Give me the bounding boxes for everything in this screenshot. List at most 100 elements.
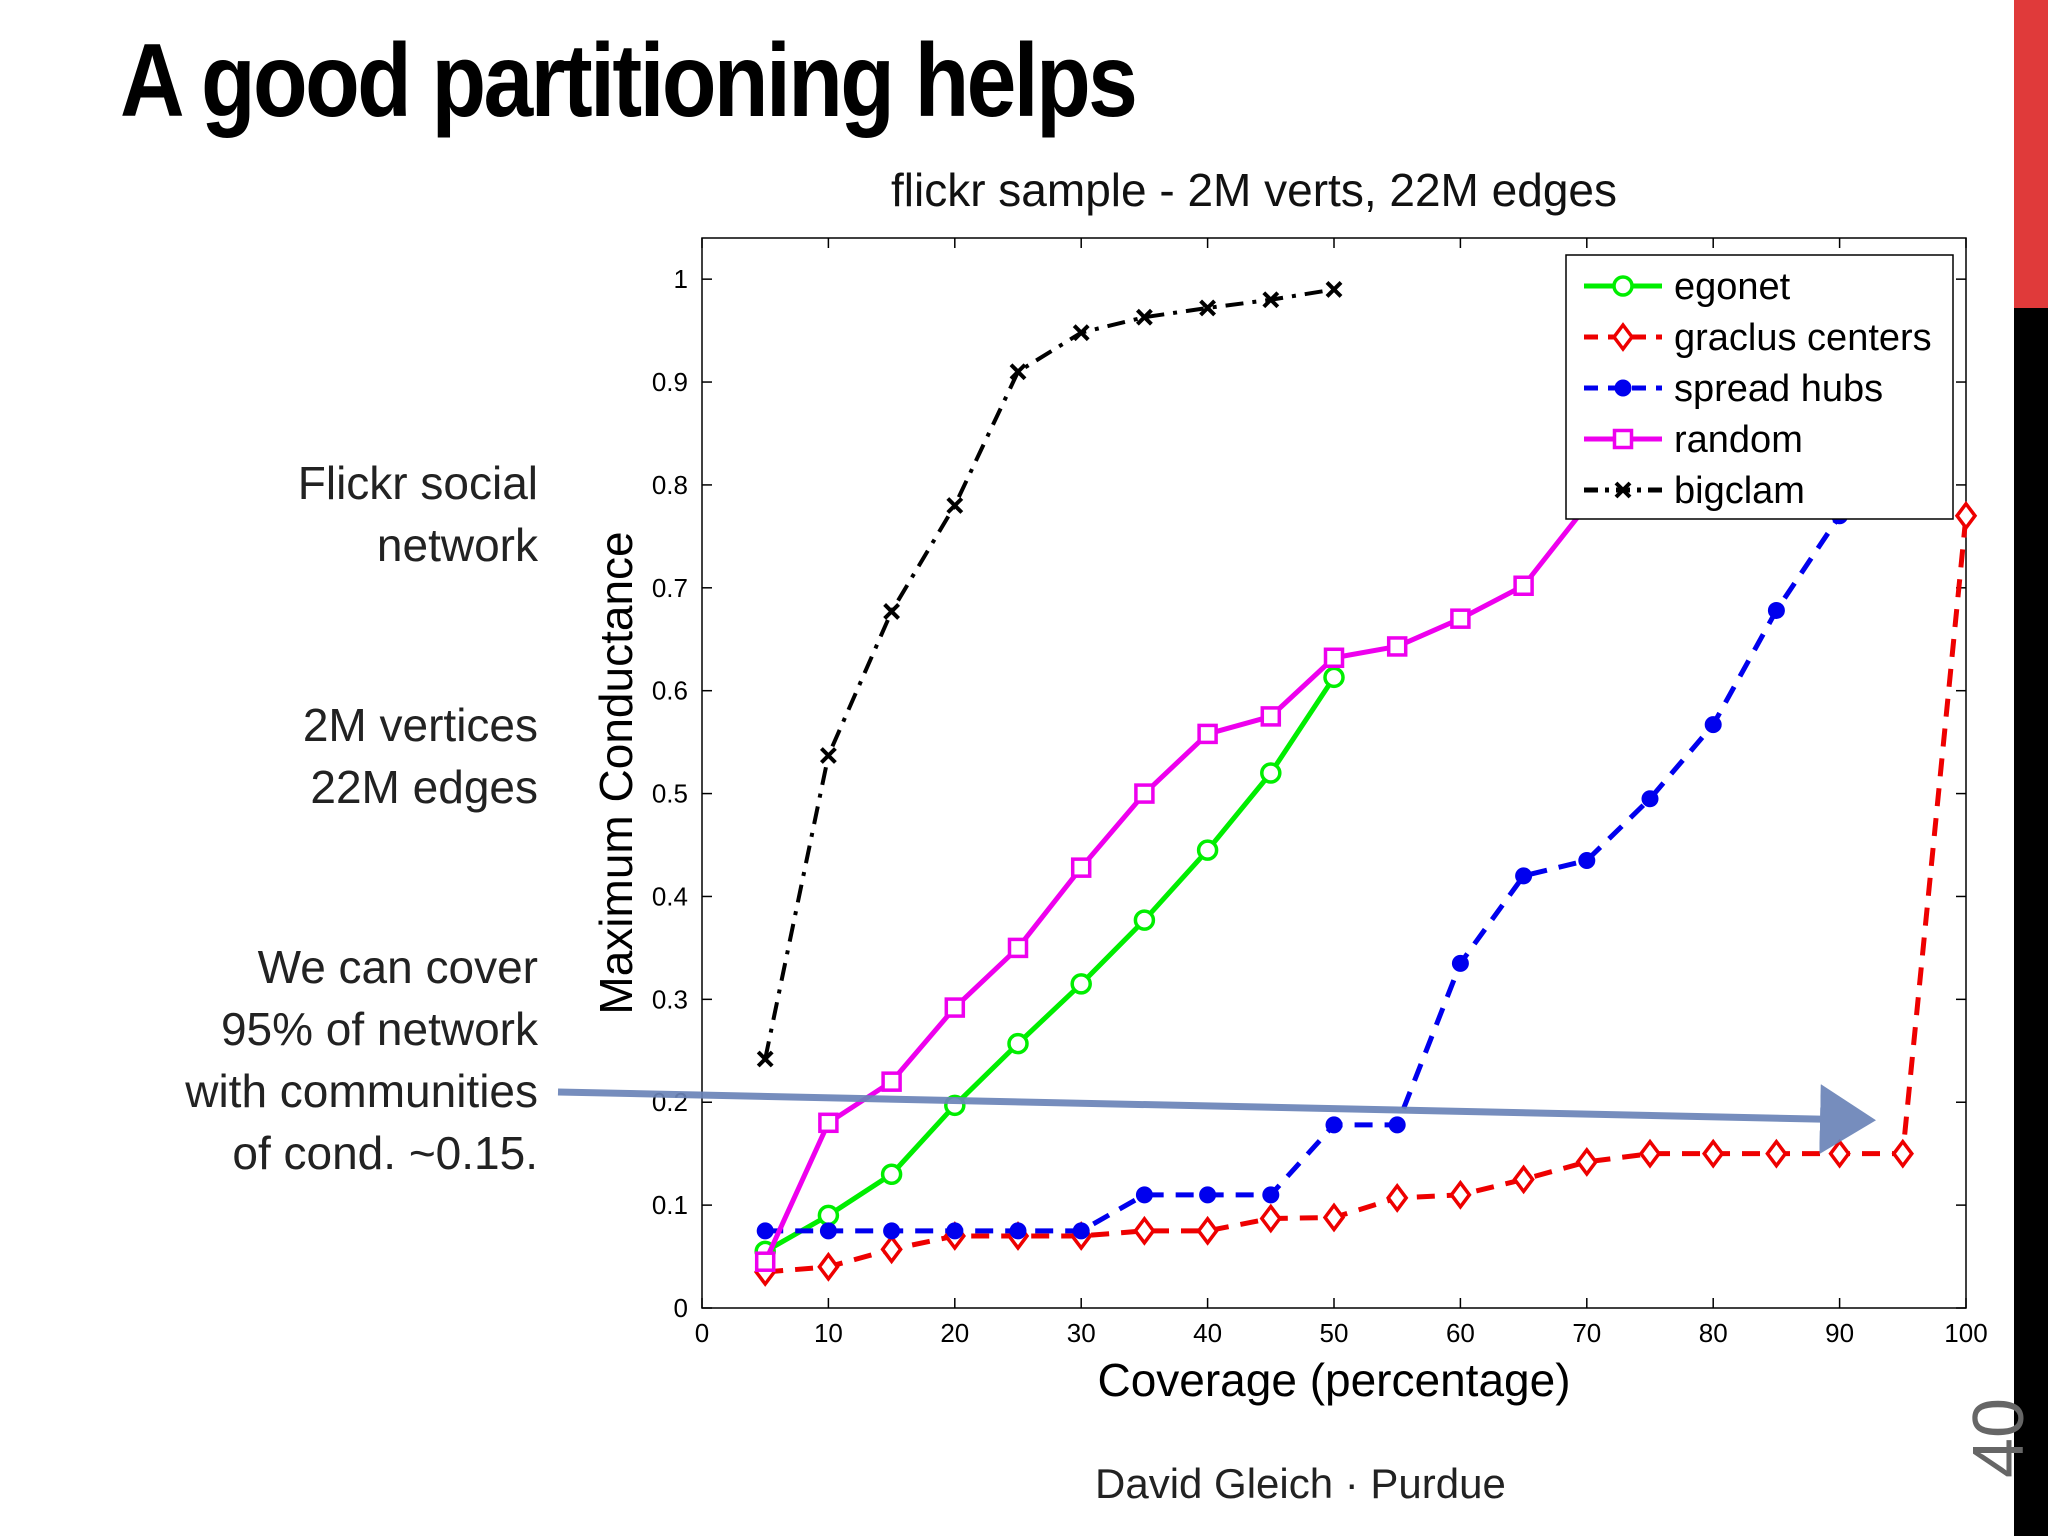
x-tick-label: 30 [1067,1318,1096,1348]
data-point-egonet [1196,839,1219,861]
data-point-graclus-centers [1512,1164,1535,1195]
series-line-random [762,503,1589,1263]
series-line-spread-hubs [765,514,1842,1234]
data-point-random [1450,608,1471,629]
data-point-bigclam [1262,291,1280,309]
data-point-egonet [880,1163,903,1185]
data-point-spread-hubs [756,1222,774,1240]
note-size: 2M vertices 22M edges [303,694,538,818]
x-axis-label: Coverage (percentage) [1097,1354,1570,1406]
y-tick-label: 0.3 [652,984,688,1014]
data-point-graclus-centers [1702,1138,1725,1169]
data-point-random [1513,575,1534,596]
data-point-graclus-centers [1828,1138,1851,1169]
data-point-spread-hubs [1578,851,1596,869]
data-point-random [881,1071,902,1092]
x-tick-label: 90 [1825,1318,1854,1348]
data-point-egonet [1070,973,1092,995]
page-number: 40 [1959,1397,2039,1478]
data-point-spread-hubs [1388,1116,1406,1134]
data-point-graclus-centers [1386,1182,1409,1213]
note-line: We can cover [257,941,538,993]
series-line-egonet [763,675,1337,1254]
x-tick-label: 80 [1699,1318,1728,1348]
accent-bar-black [2014,308,2048,1536]
data-point-legend-graclus-centers [1611,322,1635,352]
data-point-spread-hubs [1325,1116,1343,1134]
series-line-bigclam [763,287,1335,1060]
data-point-egonet [1007,1032,1029,1055]
data-point-graclus-centers [1954,500,1978,531]
x-tick-label: 40 [1193,1318,1222,1348]
data-point-graclus-centers [1765,1138,1788,1169]
note-line: Flickr social [297,457,538,509]
data-point-legend-spread-hubs [1614,379,1632,397]
data-point-spread-hubs [1009,1222,1027,1240]
data-point-bigclam [1009,363,1027,381]
data-point-spread-hubs [1704,716,1722,734]
data-point-egonet [817,1204,840,1227]
data-point-graclus-centers [1259,1203,1282,1234]
data-point-random [1070,857,1092,878]
x-tick-label: 0 [695,1318,709,1348]
note-flickr: Flickr social network [298,452,538,576]
x-tick-label: 50 [1320,1318,1349,1348]
x-tick-label: 70 [1572,1318,1601,1348]
data-point-random [818,1112,839,1134]
y-tick-label: 0.7 [652,573,688,603]
y-tick-label: 1 [674,264,688,294]
data-point-graclus-centers [817,1251,840,1282]
y-tick-label: 0.8 [652,470,688,500]
annotation-arrow [557,1084,1876,1155]
data-point-graclus-centers [1322,1202,1346,1233]
data-point-legend-bigclam [1614,481,1632,499]
data-point-graclus-centers [880,1234,903,1265]
legend-label: spread hubs [1674,368,1883,410]
chart-title: flickr sample - 2M verts, 22M edges [891,164,1617,216]
data-point-graclus-centers [1449,1179,1472,1210]
data-point-random [1260,706,1282,727]
y-axis-label: Maximum Conductance [590,531,642,1014]
data-point-graclus-centers [1575,1146,1598,1177]
data-point-spread-hubs [1515,867,1533,885]
data-point-bigclam [819,747,837,764]
footer-author: David Gleich · Purdue [1095,1460,1506,1507]
data-point-spread-hubs [819,1222,837,1240]
y-tick-label: 0.1 [652,1190,688,1220]
x-tick-label: 10 [814,1318,843,1348]
data-point-random [1386,636,1408,657]
series-line-graclus-centers [764,515,1969,1275]
data-point-spread-hubs [946,1222,964,1240]
data-point-random [1007,937,1029,959]
legend-label: egonet [1674,266,1791,308]
y-tick-label: 0 [674,1293,688,1323]
data-point-random [1134,783,1155,804]
note-line: with communities [185,1065,538,1117]
data-point-spread-hubs [1199,1186,1217,1204]
legend-label: bigclam [1674,470,1805,512]
data-point-spread-hubs [883,1222,901,1240]
data-point-bigclam [1325,281,1343,298]
data-point-graclus-centers [1638,1138,1662,1169]
data-point-random [1197,723,1218,745]
data-point-spread-hubs [1451,954,1469,972]
data-point-bigclam [946,497,964,514]
y-tick-label: 0.5 [652,779,688,809]
x-tick-label: 100 [1944,1318,1987,1348]
accent-bar-red [2014,0,2048,308]
data-point-graclus-centers [1196,1215,1219,1246]
y-tick-label: 0.9 [652,367,688,397]
x-tick-label: 60 [1446,1318,1475,1348]
data-point-egonet [1323,666,1345,689]
data-point-bigclam [1199,299,1217,317]
data-point-bigclam [1072,324,1090,342]
y-tick-label: 0.6 [652,676,688,706]
data-point-random [754,1251,776,1272]
data-point-random [1323,647,1345,669]
data-point-spread-hubs [1072,1222,1090,1240]
x-tick-label: 20 [940,1318,969,1348]
data-point-egonet [1260,762,1282,784]
data-point-spread-hubs [1641,790,1659,808]
note-line: 95% of network [220,1003,538,1055]
note-line: 22M edges [310,761,538,813]
